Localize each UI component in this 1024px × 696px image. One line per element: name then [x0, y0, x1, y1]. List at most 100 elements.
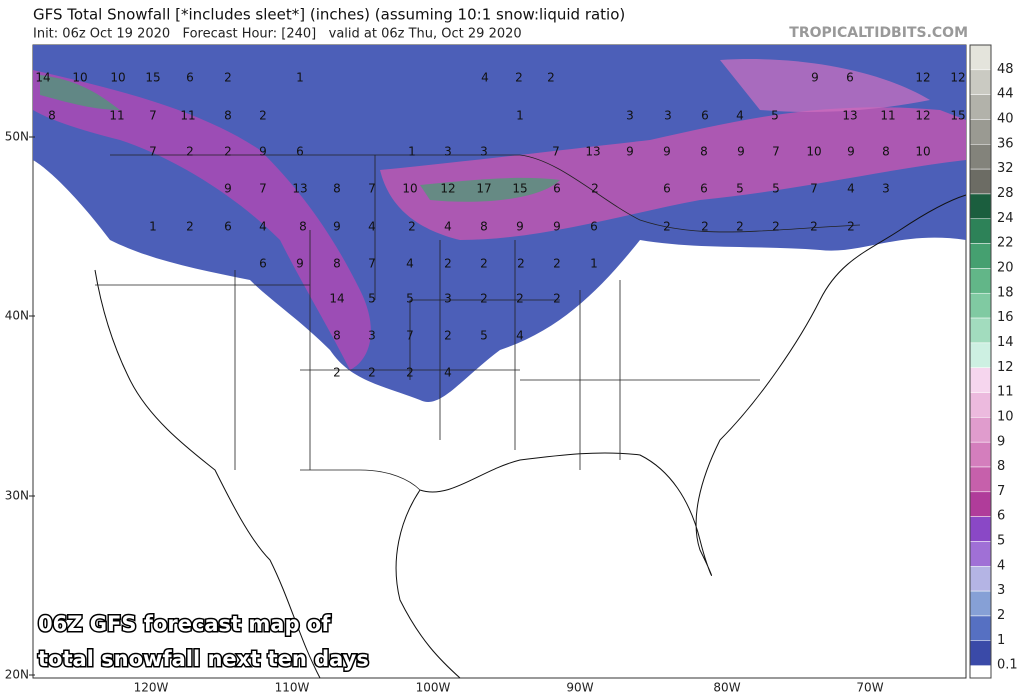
- snow-amount-label: 4: [736, 109, 744, 123]
- snow-amount-label: 7: [406, 329, 414, 343]
- colorbar-swatch: [969, 94, 992, 120]
- snow-amount-label: 4: [444, 366, 452, 380]
- snow-amount-label: 8: [333, 182, 341, 196]
- snow-field-heavy: [40, 75, 120, 110]
- colorbar-label: 8: [997, 459, 1005, 474]
- snow-amount-label: 15: [950, 109, 965, 123]
- longitude-label: 90W: [566, 681, 593, 695]
- snow-amount-label: 10: [72, 71, 87, 85]
- snow-amount-label: 9: [737, 145, 745, 159]
- snow-amount-label: 3: [444, 292, 452, 306]
- snow-amount-label: 6: [846, 71, 854, 85]
- snow-amount-label: 2: [663, 220, 671, 234]
- colorbar-swatch: [969, 119, 992, 145]
- snow-amount-label: 1: [590, 257, 598, 271]
- snow-amount-label: 10: [915, 145, 930, 159]
- snow-amount-label: 4: [259, 220, 267, 234]
- colorbar-swatch: [969, 168, 992, 195]
- snow-amount-label: 10: [806, 145, 821, 159]
- longitude-label: 100W: [416, 681, 451, 695]
- snow-amount-label: 8: [700, 145, 708, 159]
- colorbar-swatch: [969, 466, 992, 493]
- snow-amount-label: 2: [406, 366, 414, 380]
- snow-amount-label: 12: [915, 71, 930, 85]
- snow-amount-label: 2: [516, 292, 524, 306]
- colorbar-frame: [969, 44, 992, 679]
- snow-amount-label: 2: [772, 220, 780, 234]
- snow-amount-label: 2: [224, 71, 232, 85]
- snow-amount-label: 9: [333, 220, 341, 234]
- colorbar-label: 4: [997, 558, 1005, 573]
- snow-amount-label: 9: [553, 220, 561, 234]
- latitude-label: 50N: [5, 130, 29, 144]
- colorbar-swatch: [969, 590, 992, 617]
- snow-amount-label: 9: [224, 182, 232, 196]
- snow-amount-label: 7: [810, 182, 818, 196]
- colorbar-swatch: [969, 367, 992, 393]
- colorbar-swatch: [969, 417, 992, 443]
- snow-amount-label: 7: [259, 182, 267, 196]
- snow-amount-label: 2: [259, 109, 267, 123]
- colorbar-swatch: [969, 317, 992, 344]
- snow-amount-label: 9: [811, 71, 819, 85]
- snow-amount-label: 1: [408, 145, 416, 159]
- colorbar-label: 14: [997, 335, 1014, 350]
- snow-amount-label: 2: [444, 329, 452, 343]
- west-coast: [94, 269, 321, 679]
- snow-amount-label: 2: [444, 257, 452, 271]
- snow-amount-label: 8: [299, 220, 307, 234]
- latitude-label: 40N: [5, 309, 29, 323]
- snow-amount-label: 2: [515, 71, 523, 85]
- colorbar-swatch: [969, 69, 992, 95]
- snow-amount-label: 9: [663, 145, 671, 159]
- colorbar-label: 10: [997, 409, 1014, 424]
- colorbar-label: 16: [997, 310, 1014, 325]
- snow-amount-label: 4: [516, 329, 524, 343]
- snow-amount-label: 2: [517, 257, 525, 271]
- snow-amount-label: 12: [915, 109, 930, 123]
- colorbar-label: 32: [997, 161, 1014, 176]
- longitude-label: 120W: [134, 681, 169, 695]
- snow-amount-label: 1: [516, 109, 524, 123]
- snow-amount-label: 2: [480, 257, 488, 271]
- colorbar-swatch: [969, 292, 992, 319]
- snow-amount-label: 5: [406, 292, 414, 306]
- snow-amount-label: 8: [333, 257, 341, 271]
- snow-amount-label: 4: [444, 220, 452, 234]
- snow-amount-label: 2: [186, 220, 194, 234]
- colorbar-label: 9: [997, 434, 1005, 449]
- snow-amount-label: 8: [48, 109, 56, 123]
- snow-amount-label: 2: [553, 292, 561, 306]
- snow-amount-label: 8: [333, 329, 341, 343]
- site-name: TROPICALTIDBITS.COM: [789, 25, 968, 41]
- colorbar-swatch: [969, 491, 992, 517]
- snow-amount-label: 2: [547, 71, 555, 85]
- snow-field-heavy: [420, 177, 560, 202]
- snow-amount-label: 4: [847, 182, 855, 196]
- snow-amount-label: 3: [444, 145, 452, 159]
- latitude-label: 30N: [5, 489, 29, 503]
- snow-amount-label: 2: [847, 220, 855, 234]
- colorbar-swatch: [969, 640, 992, 666]
- snow-amount-label: 2: [368, 366, 376, 380]
- snow-amount-label: 11: [109, 109, 124, 123]
- snow-amount-label: 6: [663, 182, 671, 196]
- snow-amount-label: 6: [186, 71, 194, 85]
- latitude-label: 20N: [5, 668, 29, 682]
- snow-amount-label: 2: [591, 182, 599, 196]
- borders: [95, 154, 861, 491]
- colorbar-label: 11: [997, 385, 1014, 400]
- snow-amount-label: 3: [664, 109, 672, 123]
- colorbar-label: 7: [997, 484, 1005, 499]
- snow-amount-label: 9: [296, 257, 304, 271]
- snow-amount-label: 17: [476, 182, 491, 196]
- snow-amount-label: 6: [296, 145, 304, 159]
- snow-amount-label: 9: [626, 145, 634, 159]
- snow-amount-label: 8: [882, 145, 890, 159]
- colorbar-swatch: [969, 243, 992, 269]
- snow-amount-label: 2: [186, 145, 194, 159]
- snow-fields: [33, 45, 966, 402]
- colorbar-swatch: [969, 541, 992, 567]
- longitude-label: 70W: [856, 681, 883, 695]
